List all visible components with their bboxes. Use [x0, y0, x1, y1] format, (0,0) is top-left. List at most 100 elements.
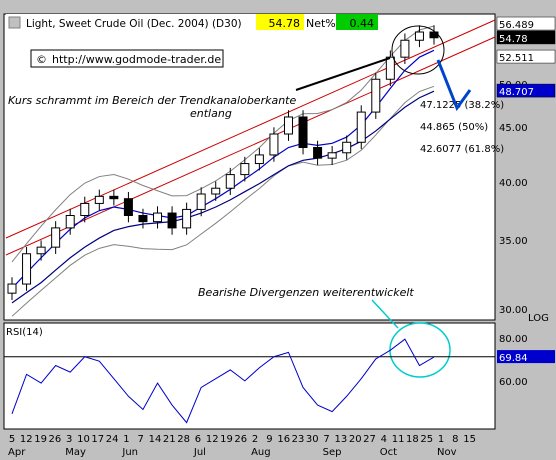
candle-body — [51, 227, 61, 248]
candle-body — [94, 195, 104, 204]
y-tick-30: 30.00 — [499, 305, 528, 316]
rsi-line — [11, 338, 435, 424]
bollinger-upper-line — [11, 25, 435, 263]
x-tick-day: 18 — [406, 434, 419, 445]
x-tick-day: 16 — [277, 434, 290, 445]
candle-body — [298, 116, 308, 148]
candle-body — [109, 195, 119, 200]
rsi-label: RSI(14) — [6, 327, 43, 338]
candle-body — [283, 116, 293, 135]
x-tick-month: Jun — [121, 447, 138, 458]
x-tick-day: 13 — [335, 434, 348, 445]
fib-61-label: 42.6077 (61.8%) — [420, 144, 504, 155]
candle-body — [342, 141, 352, 154]
x-tick-day: 28 — [177, 434, 190, 445]
candle-body — [123, 198, 133, 216]
x-tick-day: 26 — [49, 434, 62, 445]
x-tick-day: 3 — [66, 434, 72, 445]
price-marker-box — [496, 16, 556, 31]
candle-body — [36, 246, 46, 255]
y-tick-45: 45.00 — [499, 123, 528, 134]
price-marker-label: 54.78 — [499, 34, 528, 45]
candle-body — [22, 253, 32, 285]
bearish-arrow-icon — [436, 59, 472, 112]
x-tick-month: Aug — [251, 447, 271, 458]
x-tick-day: 1 — [438, 434, 444, 445]
x-tick-day: 26 — [234, 434, 247, 445]
price-highlight-circle — [391, 25, 445, 75]
candle-body — [327, 152, 337, 159]
price-marker-label: 56.489 — [499, 20, 534, 31]
copyright-icon: © — [36, 53, 47, 66]
candle-body — [254, 154, 264, 165]
annotation-pointer-line — [295, 57, 391, 91]
x-tick-day: 20 — [349, 434, 362, 445]
x-tick-day: 19 — [220, 434, 233, 445]
x-tick-day: 12 — [20, 434, 33, 445]
x-tick-day: 7 — [138, 434, 144, 445]
source-url[interactable]: http://www.godmode-trader.de — [52, 53, 221, 66]
x-tick-day: 10 — [77, 434, 90, 445]
candle-body — [153, 212, 163, 223]
fib-50-label: 44.865 (50%) — [420, 122, 488, 133]
x-tick-day: 4 — [381, 434, 387, 445]
last-price: 54.78 — [269, 17, 301, 30]
annotation-trend-line1: Kurs schrammt im Bereich der Trendkanalo… — [8, 94, 296, 107]
x-tick-day: 21 — [163, 434, 176, 445]
pct-label-box — [304, 14, 336, 30]
x-tick-day: 14 — [149, 434, 162, 445]
bollinger-lower-line — [11, 85, 435, 317]
candle-body — [138, 214, 148, 223]
x-tick-day: 8 — [452, 434, 458, 445]
last-price-box — [256, 14, 304, 30]
price-marker-label: 52.511 — [499, 53, 534, 64]
x-tick-day: 30 — [306, 434, 319, 445]
chart-title: Light, Sweet Crude Oil (Dec. 2004) (D30) — [26, 18, 242, 30]
channel-upper-line — [5, 19, 496, 239]
pct-label: Net% — [306, 17, 336, 30]
price-marker-box — [496, 30, 556, 45]
x-tick-day: 27 — [363, 434, 376, 445]
candle-body — [240, 163, 250, 176]
x-tick-day: 6 — [195, 434, 201, 445]
x-tick-day: 15 — [463, 434, 476, 445]
x-tick-day: 1 — [123, 434, 129, 445]
candle-body — [385, 56, 395, 80]
x-tick-day: 23 — [292, 434, 305, 445]
rsi-tick-80: 80.00 — [499, 334, 528, 345]
candle-body — [356, 111, 366, 143]
x-tick-day: 2 — [252, 434, 258, 445]
title-box — [6, 14, 256, 30]
candle-body — [269, 133, 279, 156]
annotation-divergence: Bearishe Divergenzen weiterentwickelt — [198, 286, 414, 299]
y-tick-35: 35.00 — [499, 236, 528, 247]
candle-body — [65, 214, 75, 229]
price-marker-box — [496, 83, 556, 98]
rsi-marker-label: 69.84 — [499, 353, 528, 364]
log-scale-label: LOG — [528, 313, 549, 324]
candle-body — [167, 212, 177, 229]
candle-body — [371, 78, 381, 113]
title-swatch — [8, 16, 21, 29]
annotation-trend-line2: entlang — [190, 107, 232, 120]
x-tick-day: 12 — [206, 434, 219, 445]
x-tick-day: 11 — [392, 434, 405, 445]
rsi-tick-60: 60.00 — [499, 377, 528, 388]
fib-38-label: 47.1225 (38.2%) — [420, 100, 504, 111]
x-tick-day: 9 — [266, 434, 272, 445]
candle-body — [80, 202, 90, 216]
x-tick-month: Sep — [323, 447, 342, 458]
x-tick-month: Apr — [8, 447, 26, 458]
candle-body — [313, 146, 323, 159]
x-tick-day: 24 — [106, 434, 119, 445]
candle-body — [225, 174, 235, 189]
pct-value-box — [336, 14, 378, 30]
candle-body — [400, 39, 410, 58]
candle-body — [196, 193, 206, 210]
price-marker-label: 48.707 — [499, 87, 534, 98]
y-tick-40: 40.00 — [499, 178, 528, 189]
candle-body — [414, 31, 424, 41]
price-marker-box — [496, 49, 556, 64]
